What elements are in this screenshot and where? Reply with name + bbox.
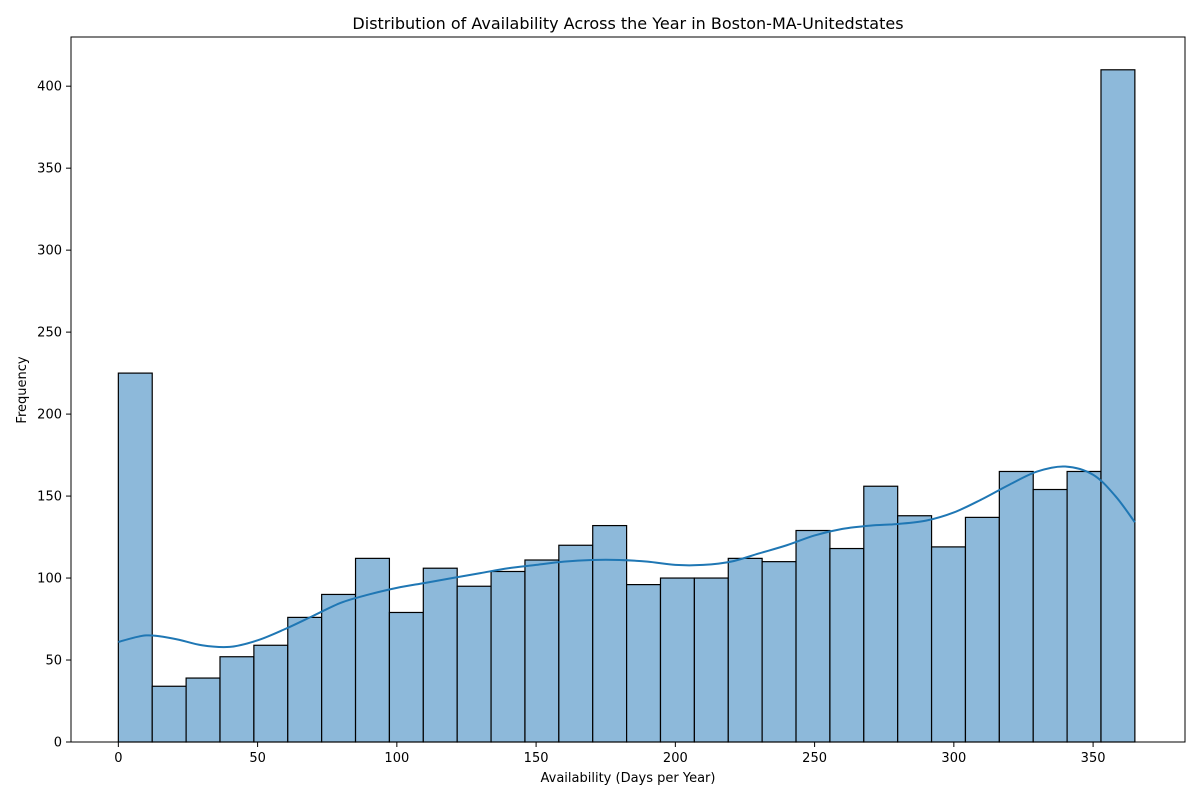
- plot-frame: [70, 36, 1186, 743]
- x-axis-label: Availability (Days per Year): [541, 771, 716, 786]
- histogram-bar: [659, 577, 695, 743]
- x-tick-label: 50: [249, 751, 266, 766]
- histogram-bar: [998, 470, 1034, 743]
- kde-line: [118, 465, 1136, 649]
- histogram-bar: [422, 567, 458, 743]
- bars-layer: [117, 69, 1136, 743]
- y-tick-label: 200: [37, 408, 62, 423]
- histogram-bar: [1100, 69, 1136, 743]
- histogram-bar: [693, 577, 729, 743]
- histogram-bar: [829, 547, 865, 743]
- histogram-bar: [897, 515, 933, 743]
- y-tick-label: 250: [37, 326, 62, 341]
- axes-layer: [70, 36, 1186, 743]
- histogram-bar: [151, 685, 187, 743]
- x-tick-label: 0: [114, 751, 122, 766]
- histogram-bar: [930, 546, 967, 743]
- histogram-bar: [321, 593, 357, 743]
- histogram-bar: [388, 611, 424, 743]
- histogram-bar: [185, 677, 221, 743]
- histogram-bar: [626, 584, 662, 743]
- histogram-bar: [456, 585, 492, 743]
- ticks-layer: 0 50 100 150 200 250 300 350 0 50 100 150 200 250 300 3…: [37, 80, 1105, 766]
- histogram-bar: [795, 529, 831, 743]
- y-tick-label: 50: [45, 654, 62, 669]
- histogram-bar: [354, 557, 391, 743]
- x-tick-label: 200: [663, 751, 688, 766]
- y-tick-label: 300: [37, 244, 62, 259]
- histogram-bar: [1066, 470, 1102, 743]
- histogram-bar: [964, 516, 1000, 743]
- x-tick-label: 100: [384, 751, 409, 766]
- histogram-bar: [592, 524, 628, 743]
- y-tick-label: 0: [54, 736, 62, 751]
- chart-title: Distribution of Availability Across the …: [352, 14, 903, 33]
- histogram-bar: [490, 570, 526, 743]
- x-tick-label: 350: [1081, 751, 1106, 766]
- y-tick-label: 150: [37, 490, 62, 505]
- histogram-bar: [1032, 488, 1068, 743]
- x-tick-label: 150: [524, 751, 549, 766]
- histogram-bar: [219, 656, 255, 743]
- histogram-bar: [727, 557, 763, 743]
- histogram-bar: [524, 559, 560, 743]
- histogram-bar: [117, 372, 153, 743]
- x-tick-label: 300: [941, 751, 966, 766]
- histogram-bar: [558, 544, 594, 743]
- kde-layer: [118, 465, 1136, 649]
- y-tick-label: 100: [37, 572, 62, 587]
- y-tick-label: 400: [37, 80, 62, 95]
- histogram-bar: [863, 485, 899, 743]
- histogram-bar: [253, 644, 289, 743]
- histogram-bar: [287, 616, 323, 743]
- y-axis-label: Frequency: [15, 356, 30, 423]
- y-tick-label: 350: [37, 162, 62, 177]
- x-tick-label: 250: [802, 751, 827, 766]
- histogram-bar: [761, 561, 797, 743]
